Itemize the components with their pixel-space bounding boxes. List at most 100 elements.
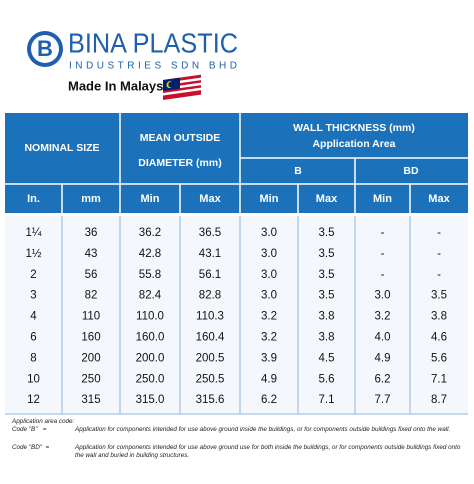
column-group-header: BD: [403, 165, 419, 177]
table-cell: 3.5: [431, 290, 447, 302]
note-code: Code "BD" =: [12, 444, 50, 451]
column-header: Max: [199, 193, 221, 205]
table-cell: 56: [85, 269, 98, 281]
table-cell: 43.1: [199, 248, 221, 260]
table-cell: 1¼: [26, 227, 42, 239]
note-text: Application for components intended for …: [75, 426, 451, 433]
table-cell: 7.7: [375, 394, 391, 406]
table-cell: 200.0: [136, 352, 165, 364]
table-cell: 42.8: [139, 248, 161, 260]
table-cell: 55.8: [139, 269, 161, 281]
table-cell: 5.6: [319, 373, 335, 385]
table-cell: 110.0: [136, 311, 164, 323]
table-cell: 200.5: [196, 352, 225, 364]
column-header: Min: [141, 193, 160, 205]
logo-ring: [31, 35, 59, 63]
column-group-header: WALL THICKNESS (mm): [293, 122, 415, 134]
table-cell: 3.0: [261, 290, 277, 302]
table-cell: 200: [81, 352, 100, 364]
table-cell: 4.6: [431, 332, 447, 344]
table-cell: -: [381, 227, 385, 239]
table-cell: 3.2: [261, 311, 277, 323]
column-header: mm: [81, 193, 101, 205]
table-cell: 82.8: [199, 290, 221, 302]
company-name: BINA PLASTIC: [68, 27, 238, 58]
table-cell: 3.0: [261, 227, 277, 239]
table-cell: 1½: [26, 248, 42, 260]
column-group-header: NOMINAL SIZE: [24, 142, 99, 154]
table-cell: 6.2: [261, 394, 277, 406]
table-cell: 36.2: [139, 227, 161, 239]
table-cell: 110: [82, 311, 100, 323]
table-cell: 36: [85, 227, 98, 239]
table-cell: 3: [30, 290, 36, 302]
table-cell: 160.0: [136, 332, 165, 344]
table-cell: 12: [27, 394, 40, 406]
table-cell: 3.5: [319, 269, 335, 281]
table-cell: 36.5: [199, 227, 221, 239]
table-cell: -: [437, 248, 441, 260]
table-cell: 160.4: [196, 332, 225, 344]
table-cell: 3.0: [375, 290, 391, 302]
column-header: Min: [260, 193, 279, 205]
company-subtitle: INDUSTRIES SDN BHD: [69, 61, 237, 72]
table-cell: 56.1: [199, 269, 221, 281]
table-cell: 250.5: [196, 373, 225, 385]
table-cell: 3.2: [375, 311, 391, 323]
table-body-bg: [5, 216, 468, 414]
table-cell: -: [381, 269, 385, 281]
column-group-header: Application Area: [312, 138, 395, 150]
table-cell: 250.0: [136, 373, 165, 385]
table-cell: 3.8: [319, 332, 335, 344]
column-group-header: DIAMETER (mm): [138, 157, 221, 169]
table-cell: 5.6: [431, 352, 447, 364]
table-cell: 6: [30, 332, 36, 344]
table-cell: -: [437, 269, 441, 281]
table-cell: 10: [27, 373, 40, 385]
table-cell: 82: [85, 290, 98, 302]
table-cell: 8.7: [431, 394, 447, 406]
logo-letter: B: [37, 36, 53, 61]
column-group-header: MEAN OUTSIDE: [140, 132, 221, 144]
table-cell: 3.5: [319, 248, 335, 260]
table-cell: -: [437, 227, 441, 239]
table-cell: 315: [81, 394, 100, 406]
table-cell: 3.0: [261, 269, 277, 281]
table-cell: 4.9: [261, 373, 277, 385]
note-code: Code "B" =: [12, 426, 47, 433]
column-header: Min: [373, 193, 392, 205]
table-cell: 315.0: [136, 394, 165, 406]
table-cell: 4.5: [319, 352, 335, 364]
table-cell: 3.0: [261, 248, 277, 260]
table-header-bg: [5, 113, 468, 213]
table-cell: 8: [30, 352, 36, 364]
table-cell: -: [381, 248, 385, 260]
notes-title: Application area code:: [12, 418, 75, 425]
table-cell: 3.8: [431, 311, 447, 323]
table-cell: 3.5: [319, 227, 335, 239]
table-cell: 82.4: [139, 290, 162, 302]
table-cell: 7.1: [431, 373, 447, 385]
table-cell: 43: [85, 248, 98, 260]
table-cell: 4.0: [375, 332, 391, 344]
table-cell: 315.6: [196, 394, 225, 406]
table-cell: 6.2: [375, 373, 391, 385]
table-cell: 7.1: [319, 394, 335, 406]
table-cell: 2: [30, 269, 36, 281]
note-text: Application for components intended for …: [75, 444, 461, 459]
table-cell: 160: [81, 332, 100, 344]
table-cell: 250: [81, 373, 100, 385]
table-cell: 3.5: [319, 290, 335, 302]
table-cell: 4.9: [375, 352, 391, 364]
flag: [163, 74, 201, 100]
table-cell: 3.9: [261, 352, 277, 364]
column-header: In.: [27, 193, 40, 205]
column-header: Max: [316, 193, 338, 205]
tagline: Made In Malaysia: [68, 78, 175, 93]
table-cell: 3.8: [319, 311, 335, 323]
column-header: Max: [428, 193, 450, 205]
table-cell: 4: [30, 311, 37, 323]
column-group-header: B: [294, 165, 302, 177]
